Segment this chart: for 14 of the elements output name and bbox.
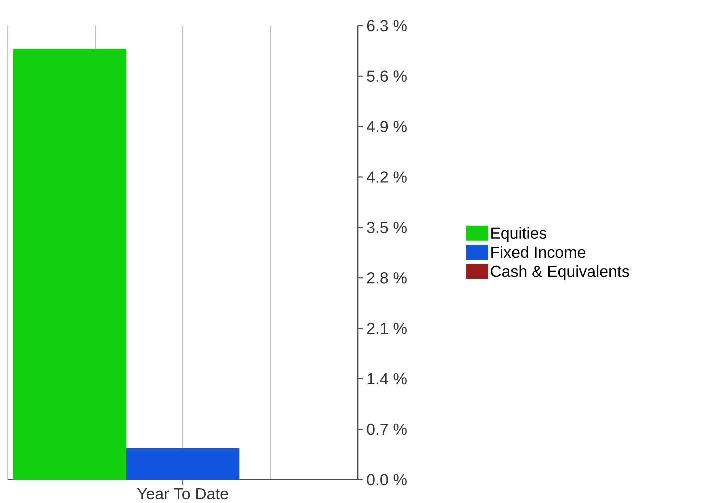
y-tick-label: 4.9 % <box>366 121 407 132</box>
x-tick-label: Year To Date <box>137 488 228 500</box>
y-tick-label: 5.6 % <box>367 70 407 82</box>
legend-label: Equities <box>492 227 547 242</box>
y-tick-label: 4.2 % <box>366 172 407 183</box>
y-tick-label: 0.7 % <box>367 424 407 436</box>
y-tick-label: 0.0 % <box>367 474 407 486</box>
y-tick-label: 3.5 % <box>367 222 407 234</box>
y-tick-label: 2.1 % <box>367 322 407 334</box>
y-tick-label: 1.4 % <box>368 373 407 385</box>
legend-label: Cash & Equivalents <box>491 265 630 280</box>
y-tick-label: 6.3 % <box>367 20 407 32</box>
y-tick-label: 2.8 % <box>367 272 407 284</box>
legend-label: Fixed Income <box>492 246 586 258</box>
